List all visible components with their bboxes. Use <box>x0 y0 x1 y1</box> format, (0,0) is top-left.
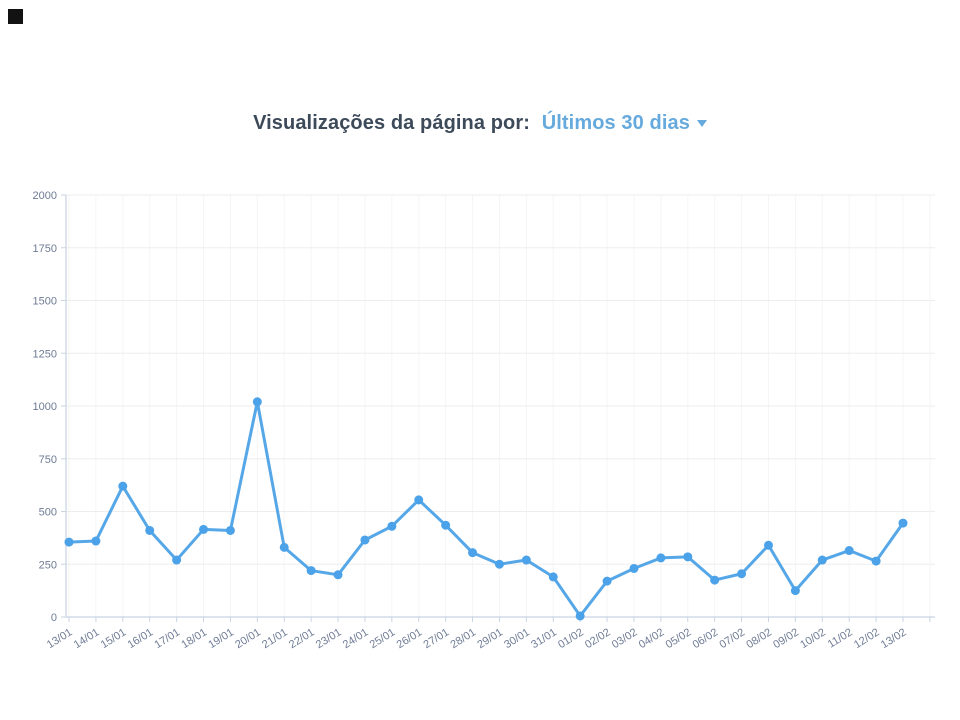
chart-title-text: Visualizações da página por: <box>253 112 531 134</box>
data-point[interactable] <box>817 555 827 565</box>
x-tick-label: 26/01 <box>395 626 425 651</box>
x-tick-label: 11/02 <box>826 626 855 650</box>
x-tick-label: 06/02 <box>691 626 721 651</box>
data-point[interactable] <box>548 572 558 582</box>
data-point[interactable] <box>575 611 585 621</box>
x-axis-labels: 13/0114/0115/0116/0117/0118/0119/0120/01… <box>45 626 909 651</box>
y-tick-label: 2000 <box>33 190 57 202</box>
data-points <box>64 397 908 621</box>
x-tick-label: 22/01 <box>287 626 317 651</box>
data-point[interactable] <box>468 548 478 558</box>
y-tick-label: 1000 <box>33 401 57 413</box>
data-point[interactable] <box>172 555 182 565</box>
x-tick-label: 09/02 <box>771 626 801 651</box>
x-tick-label: 07/02 <box>717 626 747 651</box>
x-tick-label: 21/01 <box>260 626 290 651</box>
data-point[interactable] <box>683 552 693 562</box>
y-tick-label: 250 <box>39 559 57 571</box>
y-tick-label: 750 <box>39 454 57 466</box>
data-point[interactable] <box>333 570 343 580</box>
chart-title: Visualizações da página por: Últimos 30 … <box>0 112 960 135</box>
x-tick-label: 19/01 <box>206 626 236 651</box>
data-point[interactable] <box>387 521 397 531</box>
x-tick-label: 30/01 <box>502 626 532 651</box>
data-point[interactable] <box>91 536 101 546</box>
data-point[interactable] <box>414 495 424 505</box>
x-tick-label: 29/01 <box>475 626 505 651</box>
chevron-down-icon[interactable] <box>696 120 707 128</box>
x-tick-label: 18/01 <box>179 626 209 651</box>
data-point[interactable] <box>279 542 289 552</box>
y-tick-label: 1750 <box>33 243 57 255</box>
x-tick-label: 13/01 <box>45 626 75 651</box>
x-tick-label: 08/02 <box>744 626 774 651</box>
y-axis-labels: 0 250 500 750 1000 1250 1500 1750 2000 <box>33 190 57 624</box>
data-point[interactable] <box>763 540 773 550</box>
data-point[interactable] <box>360 535 370 545</box>
x-tick-label: 01/02 <box>556 626 586 651</box>
x-tick-label: 12/02 <box>852 626 882 651</box>
data-point[interactable] <box>306 566 316 576</box>
data-point[interactable] <box>602 576 612 586</box>
data-point[interactable] <box>737 569 747 579</box>
data-point[interactable] <box>64 537 74 547</box>
x-tick-label: 27/01 <box>422 626 452 651</box>
x-tick-label: 04/02 <box>637 626 667 651</box>
x-tick-label: 03/02 <box>610 626 640 651</box>
x-tick-label: 31/01 <box>529 626 559 651</box>
period-dropdown-label[interactable]: Últimos 30 dias <box>541 112 690 134</box>
horizontal-gridlines <box>66 194 935 565</box>
data-point[interactable] <box>790 586 800 596</box>
data-point[interactable] <box>844 546 854 556</box>
x-tick-label: 28/01 <box>448 626 478 651</box>
y-tick-label: 0 <box>51 612 57 624</box>
x-tick-label: 10/02 <box>798 626 828 651</box>
x-tick-label: 23/01 <box>314 626 344 651</box>
x-tick-label: 24/01 <box>341 626 371 651</box>
x-tick-label: 20/01 <box>233 626 263 651</box>
data-point[interactable] <box>656 553 666 563</box>
data-point[interactable] <box>871 556 881 566</box>
data-point[interactable] <box>145 525 155 535</box>
y-tick-label: 1250 <box>33 348 57 360</box>
data-point[interactable] <box>710 575 720 585</box>
data-point[interactable] <box>494 559 504 569</box>
data-point[interactable] <box>199 524 209 534</box>
x-tick-label: 14/01 <box>72 626 102 651</box>
data-point[interactable] <box>252 397 262 407</box>
data-point[interactable] <box>118 481 128 491</box>
series-line <box>67 400 905 618</box>
x-tick-label: 05/02 <box>664 626 694 651</box>
x-tick-label: 17/01 <box>152 626 182 651</box>
corner-mark <box>8 9 23 24</box>
period-dropdown[interactable]: Últimos 30 dias <box>542 112 707 134</box>
data-point[interactable] <box>225 525 235 535</box>
axes <box>61 194 935 622</box>
data-point[interactable] <box>521 555 531 565</box>
x-tick-label: 25/01 <box>368 626 398 651</box>
data-point[interactable] <box>441 520 451 530</box>
y-tick-label: 500 <box>39 507 57 519</box>
data-point[interactable] <box>898 518 908 528</box>
x-tick-label: 16/01 <box>126 626 156 651</box>
x-tick-label: 02/02 <box>583 626 613 651</box>
y-tick-label: 1500 <box>33 296 57 308</box>
x-tick-label: 15/01 <box>99 626 129 651</box>
data-point[interactable] <box>629 563 639 573</box>
x-tick-label: 13/02 <box>879 626 909 651</box>
